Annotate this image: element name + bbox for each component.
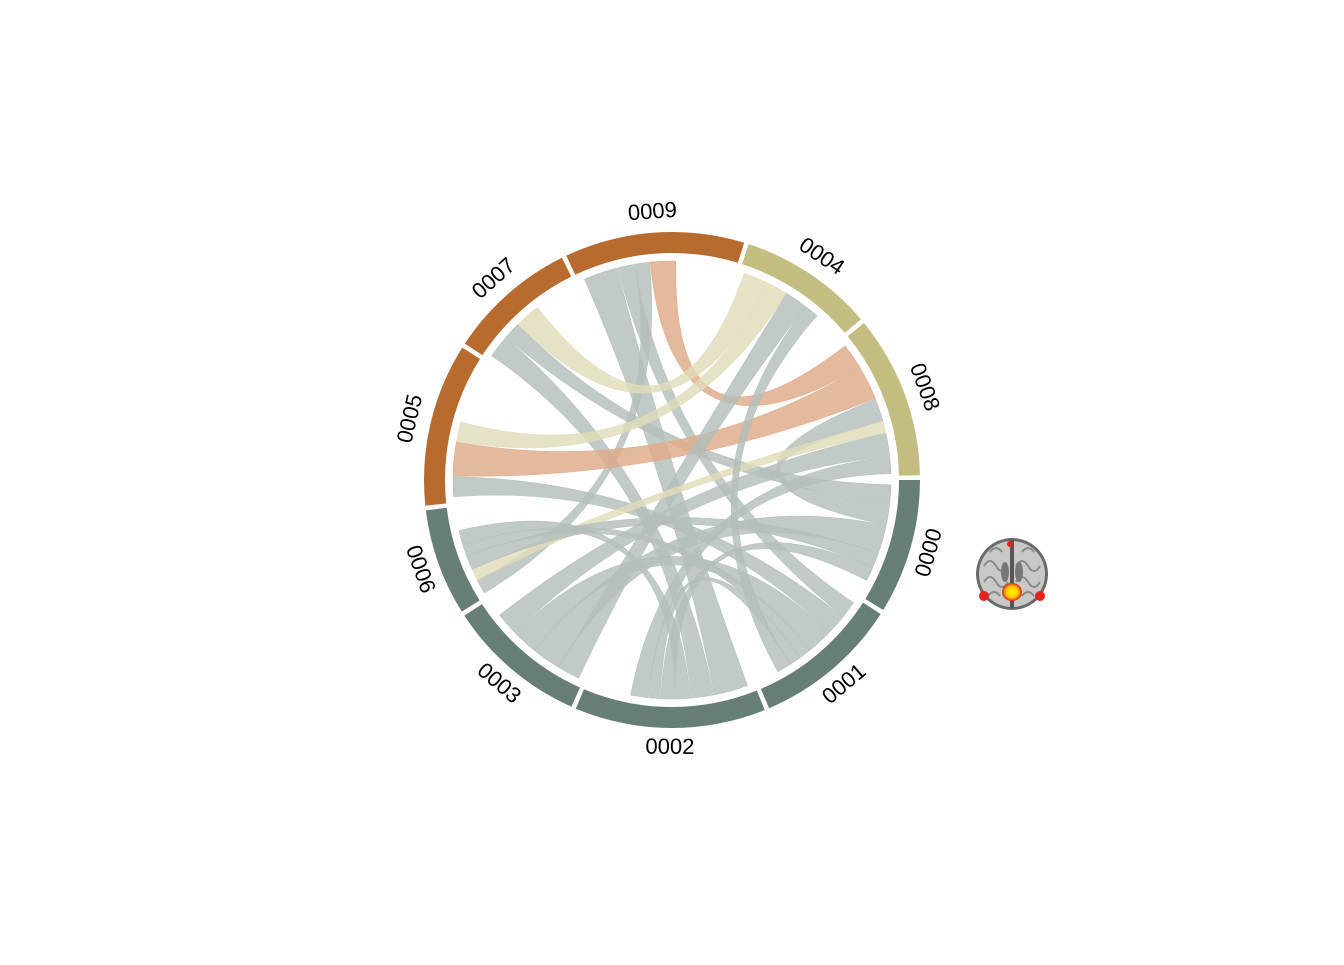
- activation-left-parietal: [979, 591, 989, 601]
- ribbon-0002-0000: [660, 542, 874, 700]
- sector-arc-0003: [464, 604, 580, 707]
- brain-gyri: [983, 547, 1041, 597]
- ribbon-0003-0008: [499, 432, 890, 633]
- ribbon-0007-0000: [505, 324, 892, 503]
- activation-precuneus: [1002, 583, 1022, 601]
- activation-right-parietal: [1035, 591, 1045, 601]
- sector-arc-0005: [423, 347, 481, 506]
- ribbon-0002-0008: [630, 456, 892, 698]
- ventricle-left: [1001, 562, 1009, 582]
- sector-arc-0001: [760, 602, 881, 709]
- sector-arc-0002: [575, 689, 765, 728]
- sector-label-0002: 0002: [645, 734, 694, 759]
- sector-arc-0006: [425, 507, 480, 612]
- sector-label-0000: 0000: [910, 526, 947, 580]
- activation-frontal: [1007, 541, 1013, 547]
- ribbon-0005-0004: [456, 283, 787, 449]
- ribbon-0001-0004: [730, 306, 818, 673]
- sector-label-0005: 0005: [392, 392, 427, 445]
- ventricle-right: [1015, 562, 1023, 582]
- sector-ring: [423, 231, 920, 728]
- sector-arc-0007: [464, 257, 572, 356]
- ribbon-0005-0008: [452, 367, 876, 477]
- sector-arc-0004: [742, 244, 861, 333]
- ribbon-0007-0002: [491, 337, 715, 699]
- sector-label-0008: 0008: [905, 360, 945, 415]
- brain-axial-slice-icon: [976, 538, 1048, 610]
- sector-arc-0000: [865, 480, 920, 610]
- ribbon-0007-0004: [517, 272, 769, 394]
- brain-midline: [1010, 540, 1014, 608]
- sector-arc-0008: [847, 322, 920, 476]
- sector-label-0009: 0009: [627, 197, 678, 225]
- sector-arc-0009: [566, 231, 745, 275]
- ribbon-layer: [452, 260, 892, 700]
- ribbon-0008-0006: [471, 421, 887, 581]
